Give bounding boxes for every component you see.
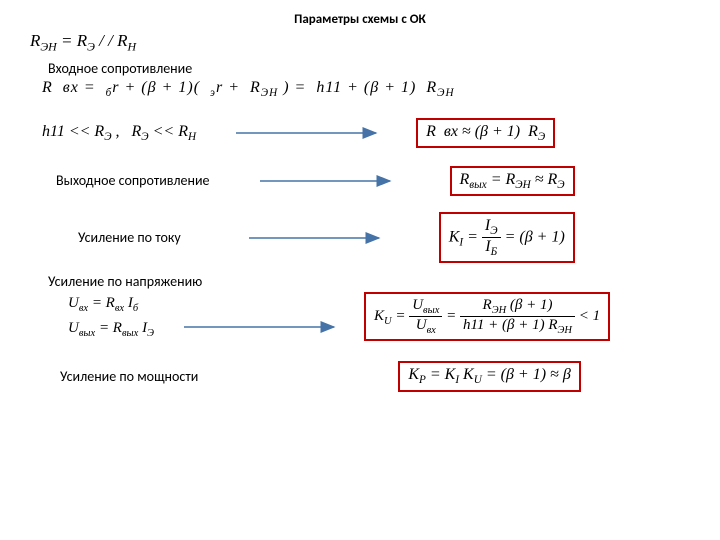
row-voltage: Uвх = Rвх Iб Uвых = Rвых IЭ KU = UвыхUвх… — [68, 292, 700, 341]
arrow-icon — [260, 171, 400, 191]
arrow-icon — [184, 317, 344, 337]
label-voltage-gain: Усиление по напряжению — [48, 273, 700, 290]
arrow-icon — [249, 228, 389, 248]
formula-r-en: RЭН = RЭ / / RН — [30, 31, 700, 54]
result-input: R вх ≈ (β + 1) RЭ — [416, 118, 555, 148]
condition-input: h11 << RЭ , RЭ << RН — [42, 123, 196, 143]
row-current: Усиление по току KI = IЭIБ = (β + 1) — [20, 212, 700, 263]
row-input-result: h11 << RЭ , RЭ << RН R вх ≈ (β + 1) RЭ — [42, 118, 700, 148]
row-power: Усиление по мощности KP = KI KU = (β + 1… — [20, 361, 700, 391]
label-current-gain: Усиление по току — [78, 229, 181, 246]
label-input-resistance: Входное сопротивление — [48, 60, 700, 77]
result-voltage: KU = UвыхUвх = RЭН (β + 1) h11 + (β + 1)… — [364, 292, 610, 341]
page-title: Параметры схемы с ОК — [20, 12, 700, 27]
label-power-gain: Усиление по мощности — [60, 368, 198, 385]
result-output: Rвых = RЭН ≈ RЭ — [450, 166, 575, 196]
voltage-equations: Uвх = Rвх Iб Uвых = Rвых IЭ — [68, 295, 154, 339]
label-output-resistance: Выходное сопротивление — [56, 172, 210, 189]
arrow-icon — [236, 123, 386, 143]
result-power: KP = KI KU = (β + 1) ≈ β — [398, 361, 580, 391]
row-output: Выходное сопротивление Rвых = RЭН ≈ RЭ — [20, 166, 700, 196]
result-current: KI = IЭIБ = (β + 1) — [439, 212, 575, 263]
formula-input-main: R вх = бr + (β + 1)( эr + RЭН ) = h11 + … — [42, 79, 700, 99]
